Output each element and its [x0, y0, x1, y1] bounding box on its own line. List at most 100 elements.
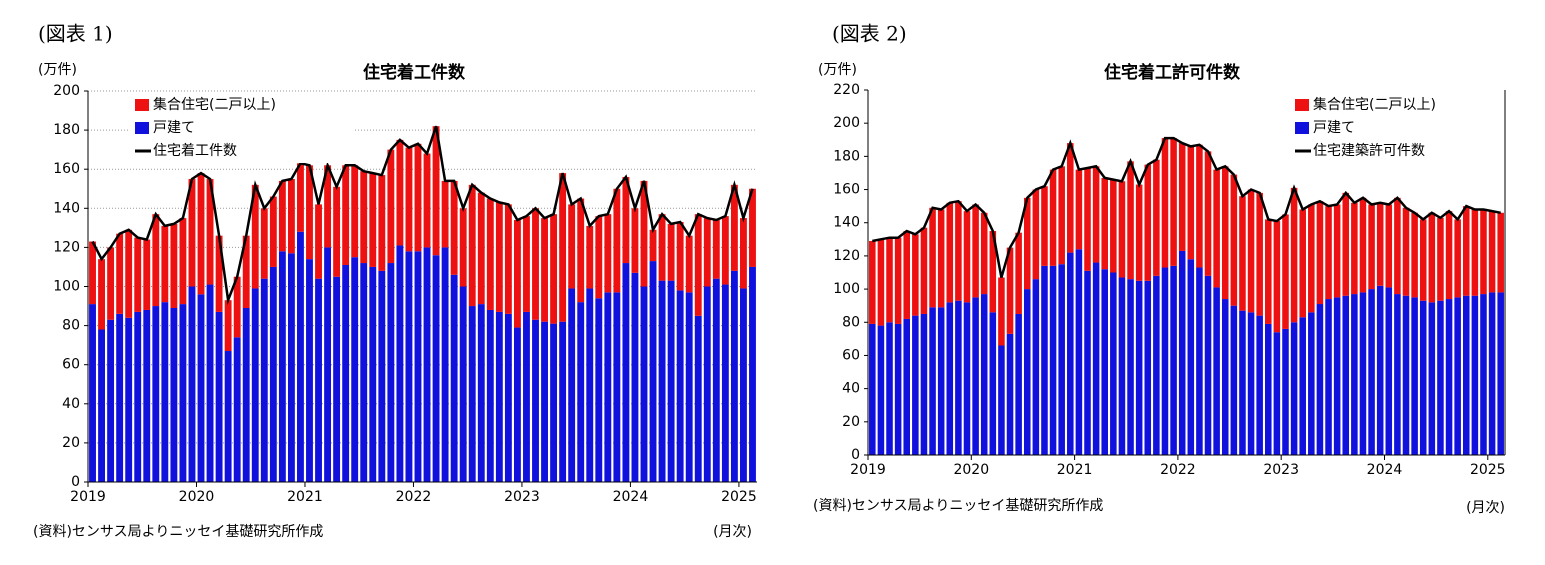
bar-segment — [937, 307, 945, 455]
legend-swatch — [1295, 122, 1309, 134]
bar-segment — [730, 184, 738, 271]
legend-label: 集合住宅(二戸以上) — [1313, 96, 1436, 113]
bar-segment — [269, 196, 277, 267]
bar-segment — [912, 315, 919, 455]
bar-segment — [89, 304, 96, 482]
bar-segment — [541, 321, 548, 482]
bar-segment — [143, 309, 151, 482]
bar-segment — [1153, 275, 1160, 455]
bar-segment — [1368, 204, 1375, 290]
x-tick-label: 2023 — [1263, 462, 1299, 478]
bar-segment — [1075, 249, 1083, 455]
bar-segment — [640, 286, 648, 482]
bar-segment — [586, 288, 594, 482]
bar-segment — [631, 272, 639, 482]
bar-segment — [972, 204, 979, 298]
bar-segment — [251, 288, 259, 482]
bar-segment — [1230, 305, 1238, 455]
bar-segment — [342, 264, 350, 482]
bar-segment — [568, 204, 576, 289]
bar-segment — [459, 208, 467, 287]
bar-segment — [877, 239, 885, 326]
bar-segment — [622, 263, 630, 482]
bar-segment — [1411, 297, 1418, 455]
bar-segment — [730, 270, 738, 482]
bar-segment — [1256, 192, 1263, 316]
bar-segment — [640, 180, 648, 287]
bar-segment — [1437, 217, 1444, 301]
chart-title: 住宅着工件数 — [363, 62, 466, 83]
bar-segment — [1092, 166, 1100, 263]
bar-segment — [1333, 204, 1341, 298]
bar-segment — [989, 231, 997, 313]
bar-segment — [1110, 179, 1117, 273]
bar-segment — [161, 302, 169, 482]
bar-segment — [980, 294, 988, 455]
x-tick-label: 2023 — [504, 489, 540, 505]
bar-segment — [287, 253, 295, 482]
bar-segment — [1239, 196, 1246, 311]
bar-segment — [1075, 169, 1083, 250]
bar-segment — [604, 214, 612, 293]
bar-segment — [306, 165, 313, 260]
bar-segment — [1462, 295, 1470, 455]
y-tick-label: 160 — [833, 182, 860, 198]
legend-label: 住宅着工件数 — [153, 143, 237, 159]
legend-label: 戸建て — [153, 120, 195, 136]
bar-segment — [604, 292, 612, 482]
bar-segment — [559, 173, 567, 322]
y-tick-label: 160 — [53, 161, 80, 177]
bar-segment — [980, 212, 988, 295]
bar-segment — [1118, 181, 1126, 278]
bar-segment — [1221, 299, 1229, 455]
bar-segment — [1471, 209, 1479, 296]
bar-segment — [712, 220, 720, 279]
bar-segment — [1196, 144, 1203, 268]
bar-segment — [441, 180, 449, 248]
bar-segment — [107, 319, 115, 482]
bar-segment — [1067, 252, 1074, 455]
bar-segment — [423, 153, 431, 248]
bar-segment — [179, 218, 187, 305]
bar-segment — [1376, 202, 1384, 286]
y-tick-label: 140 — [53, 200, 80, 216]
bar-segment — [721, 216, 729, 285]
bar-segment — [912, 234, 919, 316]
bar-segment — [1342, 295, 1350, 455]
bar-segment — [694, 214, 702, 316]
bar-segment — [1351, 202, 1358, 295]
bar-segment — [215, 311, 223, 482]
bar-segment — [1290, 187, 1298, 323]
y-tick-label: 0 — [71, 474, 80, 490]
bar-segment — [197, 173, 205, 295]
bar-segment — [649, 229, 657, 262]
y-tick-label: 200 — [53, 83, 80, 99]
bar-segment — [1101, 177, 1108, 270]
bar-segment — [1462, 206, 1470, 296]
bar-segment — [613, 188, 621, 293]
bar-segment — [1428, 302, 1436, 455]
bar-segment — [1445, 299, 1453, 455]
bar-segment — [351, 165, 359, 258]
bar-segment — [523, 216, 530, 312]
bar-segment — [405, 251, 413, 482]
bar-segment — [324, 165, 332, 248]
bar-segment — [414, 251, 422, 482]
bar-segment — [504, 313, 512, 482]
bar-segment — [667, 280, 675, 482]
bar-segment — [946, 302, 954, 455]
bar-segment — [233, 276, 241, 338]
bar-segment — [260, 208, 268, 279]
bar-segment — [703, 218, 711, 287]
bar-segment — [920, 227, 928, 314]
bar-segment — [188, 286, 196, 482]
bar-segment — [269, 266, 277, 482]
bar-segment — [1170, 265, 1177, 455]
bar-segment — [360, 263, 368, 482]
bar-segment — [1049, 265, 1057, 455]
bar-segment — [287, 178, 295, 254]
bar-segment — [998, 277, 1005, 346]
bar-segment — [694, 315, 702, 482]
bar-segment — [1428, 212, 1436, 303]
bar-segment — [929, 207, 936, 308]
